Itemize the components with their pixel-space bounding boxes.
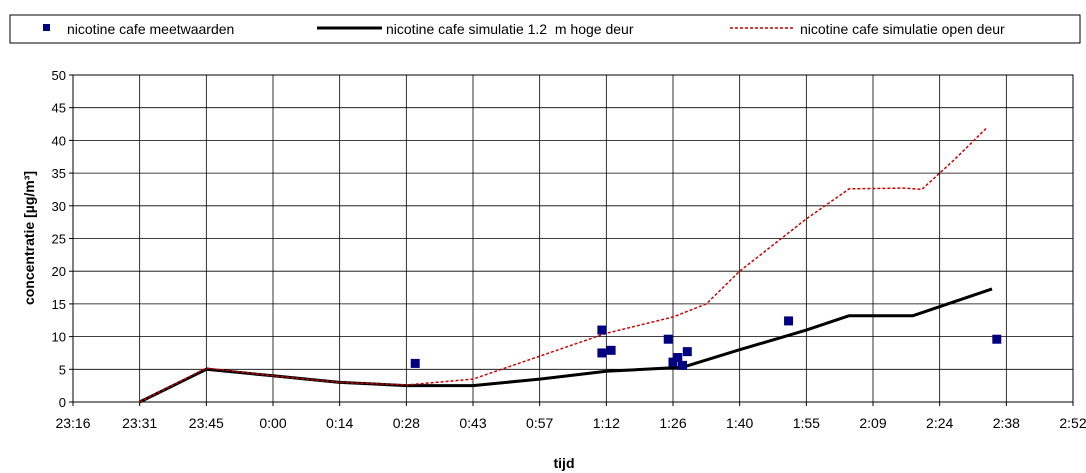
data-point — [673, 353, 683, 363]
data-point — [597, 348, 607, 358]
y-tick-label: 20 — [52, 264, 66, 279]
x-axis-title: tijd — [554, 455, 575, 471]
x-tick-label: 2:38 — [993, 415, 1020, 431]
data-point — [663, 334, 673, 344]
x-axis-ticks: 23:16 23:31 23:45 0:00 0:14 0:28 0:43 0:57 1:12 1… — [55, 402, 1086, 431]
y-tick-label: 45 — [52, 101, 66, 116]
x-tick-label: 23:16 — [55, 415, 90, 431]
y-axis-ticks: 0 5 10 15 20 25 30 35 40 45 50 — [52, 68, 73, 410]
x-tick-label: 0:57 — [526, 415, 553, 431]
x-tick-label: 0:43 — [459, 415, 486, 431]
legend-marker-meetwaarden — [43, 24, 50, 31]
y-tick-label: 10 — [52, 330, 66, 345]
y-tick-label: 35 — [52, 166, 66, 181]
series-line-2 — [139, 126, 988, 403]
data-point — [597, 325, 607, 335]
x-tick-label: 1:26 — [659, 415, 686, 431]
y-tick-label: 15 — [52, 297, 66, 312]
x-tick-label: 1:40 — [726, 415, 753, 431]
data-point — [682, 347, 692, 357]
legend-label-meetwaarden: nicotine cafe meetwaarden — [67, 21, 234, 37]
plot-area: 0 5 10 15 20 25 30 35 40 45 50 23:16 23:31 23:45 0:00… — [52, 68, 1086, 431]
series-points — [410, 316, 1002, 370]
legend: nicotine cafe meetwaarden nicotine cafe … — [43, 21, 1005, 37]
data-point — [410, 358, 420, 368]
y-tick-label: 40 — [52, 133, 66, 148]
x-tick-label: 0:00 — [259, 415, 286, 431]
data-point — [784, 316, 794, 326]
data-point — [668, 357, 678, 367]
x-tick-label: 2:09 — [859, 415, 886, 431]
x-tick-label: 1:55 — [793, 415, 820, 431]
y-axis-title: concentratie [µg/m³] — [21, 171, 37, 305]
x-tick-label: 1:12 — [593, 415, 620, 431]
data-point — [606, 345, 616, 355]
y-tick-label: 0 — [59, 395, 66, 410]
legend-label-simulatie-open-deur: nicotine cafe simulatie open deur — [800, 21, 1005, 37]
x-tick-label: 0:14 — [326, 415, 353, 431]
x-tick-label: 2:52 — [1059, 415, 1086, 431]
series-lines — [139, 126, 993, 404]
x-tick-label: 0:28 — [393, 415, 420, 431]
gridlines — [72, 74, 1074, 403]
x-tick-label: 23:31 — [122, 415, 157, 431]
y-tick-label: 50 — [52, 68, 66, 83]
data-point — [678, 360, 688, 370]
x-tick-label: 2:24 — [926, 415, 953, 431]
legend-label-simulatie-hoge-deur: nicotine cafe simulatie 1.2 m hoge deur — [386, 21, 634, 37]
legend-box — [9, 14, 1081, 44]
data-point — [992, 334, 1002, 344]
y-tick-label: 30 — [52, 199, 66, 214]
y-tick-label: 5 — [59, 362, 66, 377]
x-tick-label: 23:45 — [189, 415, 224, 431]
series-line-1 — [139, 287, 993, 404]
y-tick-label: 25 — [52, 232, 66, 247]
